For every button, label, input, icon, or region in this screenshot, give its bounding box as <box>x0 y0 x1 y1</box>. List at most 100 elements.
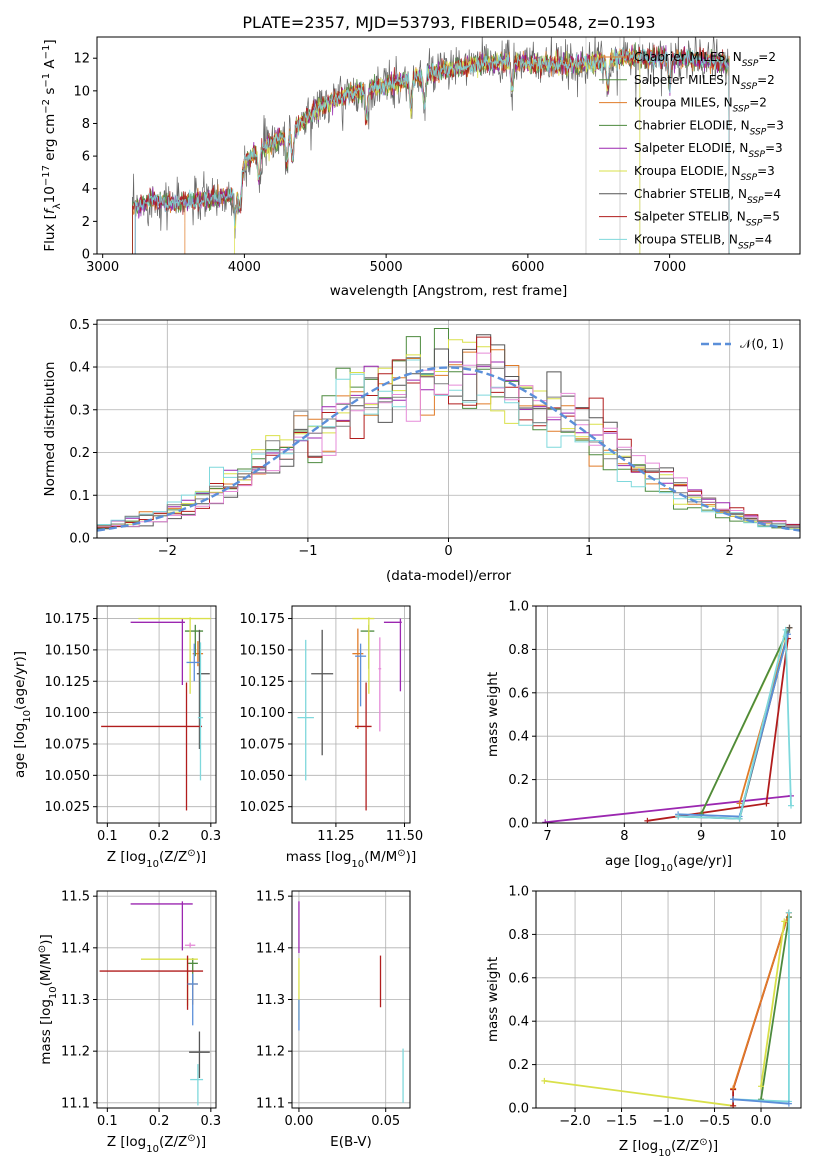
x-axis-label: Z [log10(Z/Z⊙)] <box>107 848 206 870</box>
plot-area-weight_vs_Z <box>541 909 792 1108</box>
label-part: (age/yr)] <box>12 651 28 710</box>
hist-series-7 <box>97 352 800 538</box>
x-tick-label: 0.1 <box>97 1114 118 1129</box>
x-tick-label: 0.1 <box>97 829 118 844</box>
x-tick-label: 0.3 <box>200 829 221 844</box>
x-tick-label: −1.5 <box>606 1114 638 1129</box>
plot-area-mass_vs_Z <box>99 901 210 1106</box>
label-part: Z [log <box>107 849 146 865</box>
axes-age_vs_Z <box>97 606 216 823</box>
axes-mass_vs_ebv <box>292 891 410 1108</box>
legend-label-0: Chabrier MILES, NSSP=2 <box>634 50 776 69</box>
axes-mass_vs_Z <box>97 891 216 1108</box>
legend-text: =4 <box>764 187 782 201</box>
y-tick-label: 10.075 <box>45 737 91 752</box>
weight-series-0 <box>544 1080 734 1107</box>
x-tick-label: −2 <box>158 544 177 559</box>
plot-area-weight_vs_age <box>542 624 795 823</box>
label-part: )] <box>708 1138 719 1154</box>
legend-sub: SSP <box>746 219 763 229</box>
label-part: Z [log <box>619 1138 658 1154</box>
y-tick-label: 0.0 <box>508 817 529 832</box>
y-tick-label: 0.5 <box>69 318 90 333</box>
label-part: ⊙ <box>187 1133 195 1144</box>
x-axis-label: (data-model)/error <box>386 568 512 584</box>
legend-label-4: Salpeter ELODIE, NSSP=3 <box>634 141 783 160</box>
label-part: 10 <box>660 863 673 874</box>
plot-area-mass_vs_ebv <box>298 901 404 1103</box>
label-part: (Z/Z <box>671 1138 699 1154</box>
legend-text: =4 <box>754 232 772 246</box>
x-tick-label: 0.05 <box>371 1114 400 1129</box>
legend-sub: SSP <box>742 59 759 69</box>
y-tick-label: 10.175 <box>240 612 286 627</box>
x-axis-label: Z [log10(Z/Z⊙)] <box>107 1133 206 1155</box>
y-tick-label: 11.2 <box>61 1045 90 1060</box>
label-part: age [log <box>605 853 660 869</box>
weight-series-5 <box>678 627 791 820</box>
label-part: ⊙ <box>187 848 195 859</box>
legend-label-6: Chabrier STELIB, NSSP=4 <box>634 187 781 206</box>
label-part: −2 <box>41 99 52 114</box>
x-tick-label: 6000 <box>511 260 544 275</box>
legend-sub: SSP <box>748 150 765 160</box>
gaussian-curve <box>97 366 800 532</box>
legend-sub: SSP <box>741 82 758 92</box>
y-tick-label: 4 <box>82 182 90 197</box>
label-part: 10 <box>351 859 364 870</box>
y-tick-label: 11.5 <box>61 890 90 905</box>
legend-text: Kroupa STELIB, N <box>634 232 738 246</box>
weight-series-3 <box>760 916 790 1100</box>
legend-label-3: Chabrier ELODIE, NSSP=3 <box>634 118 784 137</box>
label-part: 10 <box>146 859 159 870</box>
x-tick-label: 11.50 <box>386 829 423 844</box>
x-tick-label: 0.3 <box>200 1114 221 1129</box>
legend-label-5: Kroupa ELODIE, NSSP=3 <box>634 164 775 183</box>
weight-series-6 <box>733 1098 789 1105</box>
label-part: 10 <box>48 986 59 999</box>
y-tick-label: 11.1 <box>256 1096 285 1111</box>
label-part: ] <box>42 39 58 44</box>
label-part: )] <box>38 934 54 945</box>
y-tick-label: 0.1 <box>69 489 90 504</box>
axes-frame <box>96 605 217 824</box>
x-tick-label: 8 <box>620 829 628 844</box>
y-tick-label: 0.0 <box>508 1102 529 1117</box>
x-tick-label: 7000 <box>653 260 686 275</box>
y-tick-label: 10.050 <box>45 769 91 784</box>
x-tick-label: 11.25 <box>317 829 354 844</box>
legend-text: =3 <box>766 118 784 132</box>
plot-area-residuals <box>97 328 800 538</box>
y-tick-label: 0.8 <box>508 643 529 658</box>
weight-series-7 <box>678 629 792 820</box>
legend-sub: SSP <box>738 241 755 251</box>
y-tick-label: 0.4 <box>69 361 90 376</box>
label-part: )] <box>196 1134 207 1150</box>
y-tick-label: 0.8 <box>508 928 529 943</box>
y-tick-label: 6 <box>82 150 90 165</box>
x-tick-label: −1 <box>298 544 317 559</box>
label-part: mass [log <box>38 999 54 1065</box>
y-tick-label: 0.3 <box>69 403 90 418</box>
plot-area-age_vs_mass <box>297 617 402 811</box>
x-tick-label: 7 <box>543 829 551 844</box>
label-part: ⊙ <box>699 1137 707 1148</box>
x-tick-label: 5000 <box>370 260 403 275</box>
y-axis-label: mass [log10(M/M⊙)] <box>37 934 59 1064</box>
y-tick-label: 10.175 <box>45 612 91 627</box>
legend-text: =3 <box>757 164 775 178</box>
x-tick-label: 3000 <box>86 260 119 275</box>
y-tick-label: 10.025 <box>240 800 286 815</box>
label-part: mass [log <box>286 849 352 865</box>
label-part: (M/M <box>38 953 54 986</box>
y-tick-label: 11.3 <box>61 993 90 1008</box>
legend-label-8: Kroupa STELIB, NSSP=4 <box>634 232 772 251</box>
y-tick-label: 0.2 <box>508 773 529 788</box>
label-part: (Z/Z <box>159 1134 187 1150</box>
label-part: 10 <box>658 1148 671 1159</box>
y-tick-label: 10.100 <box>240 706 286 721</box>
y-tick-label: 8 <box>82 117 90 132</box>
x-tick-label: −2.0 <box>559 1114 591 1129</box>
x-tick-label: 10 <box>770 829 787 844</box>
y-axis-label: Normed distribution <box>42 362 58 497</box>
